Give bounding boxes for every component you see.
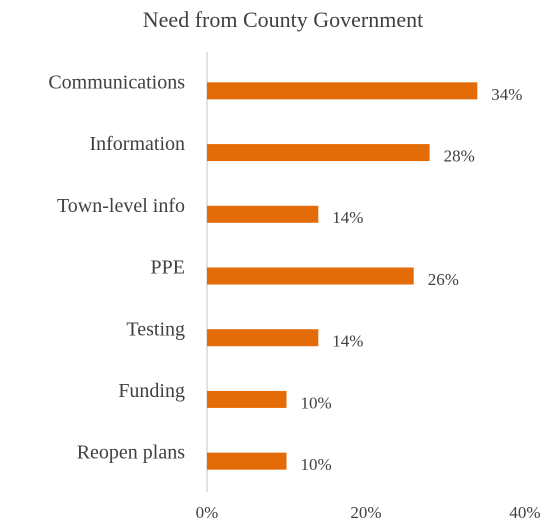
- bar: [207, 390, 287, 408]
- bar: [207, 205, 319, 223]
- data-label: 14%: [332, 332, 363, 351]
- y-tick-label: Information: [89, 133, 185, 155]
- data-label: 34%: [491, 85, 522, 104]
- y-tick-label: Testing: [126, 318, 185, 340]
- x-tick-label: 20%: [350, 503, 381, 522]
- data-label: 28%: [444, 146, 475, 165]
- data-label: 14%: [332, 208, 363, 227]
- data-label: 10%: [301, 393, 332, 412]
- y-tick-label: Funding: [118, 380, 185, 402]
- x-tick-label: 0%: [196, 503, 219, 522]
- bar: [207, 144, 430, 162]
- data-label: 10%: [301, 455, 332, 474]
- x-tick-label: 40%: [509, 503, 540, 522]
- y-tick-label: PPE: [151, 257, 185, 279]
- chart-title: Need from County Government: [143, 7, 423, 32]
- bar: [207, 329, 319, 347]
- y-tick-label: Communications: [48, 71, 185, 93]
- y-tick-label: Reopen plans: [77, 442, 186, 464]
- bar: [207, 267, 414, 285]
- y-tick-label: Town-level info: [57, 195, 185, 217]
- data-label: 26%: [428, 270, 459, 289]
- bar: [207, 82, 478, 100]
- bar: [207, 452, 287, 470]
